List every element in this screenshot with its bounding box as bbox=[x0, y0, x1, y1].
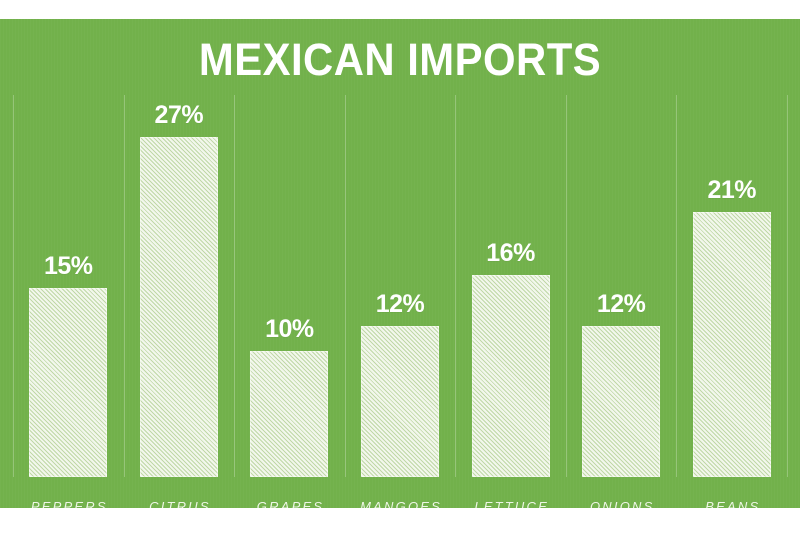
bar-series: 15% 27% 10% 12% 16% 12% 21% bbox=[13, 95, 787, 477]
bar-group[interactable]: 27% bbox=[124, 95, 235, 477]
plot-area: 15% 27% 10% 12% 16% 12% 21% bbox=[13, 95, 788, 477]
bar-group[interactable]: 16% bbox=[455, 95, 566, 477]
bar-group[interactable]: 21% bbox=[676, 95, 787, 477]
bar-value-label: 12% bbox=[596, 290, 646, 318]
bar-group[interactable]: 10% bbox=[234, 95, 345, 477]
category-axis: PEPPERS CITRUS GRAPES MANGOES LETTUCE ONIONS B… bbox=[13, 499, 787, 508]
bar-value-label: 21% bbox=[707, 176, 756, 204]
bar-group[interactable]: 15% bbox=[13, 95, 124, 477]
gridline bbox=[123, 95, 125, 477]
gridline bbox=[787, 95, 788, 477]
bar-group[interactable]: 12% bbox=[345, 95, 456, 477]
gridline bbox=[234, 95, 236, 477]
category-label: CITRUS bbox=[149, 499, 211, 508]
category-label: GRAPES bbox=[256, 499, 325, 508]
gridline bbox=[676, 95, 678, 477]
bar-value-label: 27% bbox=[154, 101, 204, 129]
bar-value-label: 16% bbox=[486, 239, 535, 267]
bar-value-label: 10% bbox=[265, 315, 314, 343]
gridline bbox=[13, 95, 14, 477]
bar-value-label: 12% bbox=[375, 290, 425, 318]
bar-rect[interactable] bbox=[360, 326, 439, 477]
category-label: BEANS bbox=[705, 499, 761, 508]
bar-rect[interactable] bbox=[139, 137, 218, 477]
chart-card: MEXICAN IMPORTS 15% 27% 10% 12% 16% 12% 21% PE… bbox=[0, 19, 800, 508]
bar-group[interactable]: 12% bbox=[566, 95, 677, 477]
bar-rect[interactable] bbox=[692, 212, 771, 477]
bar-rect[interactable] bbox=[471, 275, 550, 477]
bar-rect[interactable] bbox=[582, 326, 661, 477]
category-label: ONIONS bbox=[589, 499, 655, 508]
bar-rect[interactable] bbox=[29, 288, 108, 477]
bar-rect[interactable] bbox=[250, 351, 329, 477]
bar-value-label: 15% bbox=[43, 252, 93, 280]
chart-title: MEXICAN IMPORTS bbox=[198, 34, 602, 85]
gridline bbox=[344, 95, 346, 477]
category-label: LETTUCE bbox=[474, 499, 549, 508]
gridline bbox=[455, 95, 457, 477]
category-label: MANGOES bbox=[360, 499, 442, 508]
category-label: PEPPERS bbox=[30, 499, 108, 508]
gridline bbox=[565, 95, 567, 477]
